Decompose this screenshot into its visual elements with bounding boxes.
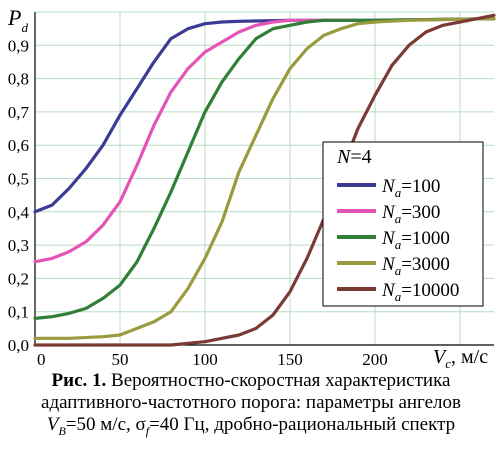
y-tick-label: 0,1	[8, 303, 29, 322]
y-tick-label: 0,2	[8, 269, 29, 288]
figure-caption: Рис. 1. Вероятностно-скоростная характер…	[0, 370, 502, 442]
series-line-2	[33, 17, 496, 264]
y-tick-label: 0,6	[8, 136, 29, 155]
caption-line-2: адаптивного-частотного порога: параметры…	[41, 392, 461, 413]
x-axis-label: Vc, м/с	[433, 346, 488, 371]
y-tick-label: 0,8	[8, 70, 29, 89]
x-tick-label: 100	[192, 350, 218, 369]
legend-label-1: Na=100	[381, 176, 440, 200]
legend-title: N=4	[336, 146, 372, 168]
series-line-1	[33, 17, 496, 214]
x-tick-labels: 0 50 100 150 200	[37, 350, 388, 369]
legend-box	[322, 141, 484, 307]
x-tick-label: 200	[362, 350, 388, 369]
y-tick-label: 0,9	[8, 36, 29, 55]
y-tick-label: 0,7	[8, 103, 30, 122]
x-tick-label: 50	[112, 350, 129, 369]
legend-label-5: Na=10000	[381, 280, 459, 304]
y-tick-label: 0,4	[8, 203, 30, 222]
caption-line-3: VB=50 м/с, σf=40 Гц, дробно-рациональный…	[46, 414, 456, 438]
x-tick-label: 0	[37, 350, 46, 369]
y-tick-labels: 0,0 0,1 0,2 0,3 0,4 0,5 0,6 0,7 0,8 0,9	[8, 36, 30, 355]
series-lines	[33, 13, 496, 347]
probability-velocity-chart: 0,0 0,1 0,2 0,3 0,4 0,5 0,6 0,7 0,8 0,9 0 50 100 150…	[7, 5, 496, 371]
legend-label-2: Na=300	[381, 202, 440, 226]
y-tick-label: 0,3	[8, 236, 29, 255]
y-tick-label: 0,0	[8, 336, 29, 355]
series-line-5	[33, 13, 496, 347]
x-tick-label: 150	[277, 350, 303, 369]
legend-label-3: Na=1000	[381, 228, 450, 252]
y-tick-label: 0,5	[8, 170, 29, 189]
y-axis-label: Pd	[7, 5, 28, 35]
caption-line-1: Рис. 1. Вероятностно-скоростная характер…	[51, 370, 451, 391]
series-line-4	[33, 17, 496, 340]
legend-label-4: Na=3000	[381, 254, 450, 278]
series-line-3	[33, 17, 496, 320]
